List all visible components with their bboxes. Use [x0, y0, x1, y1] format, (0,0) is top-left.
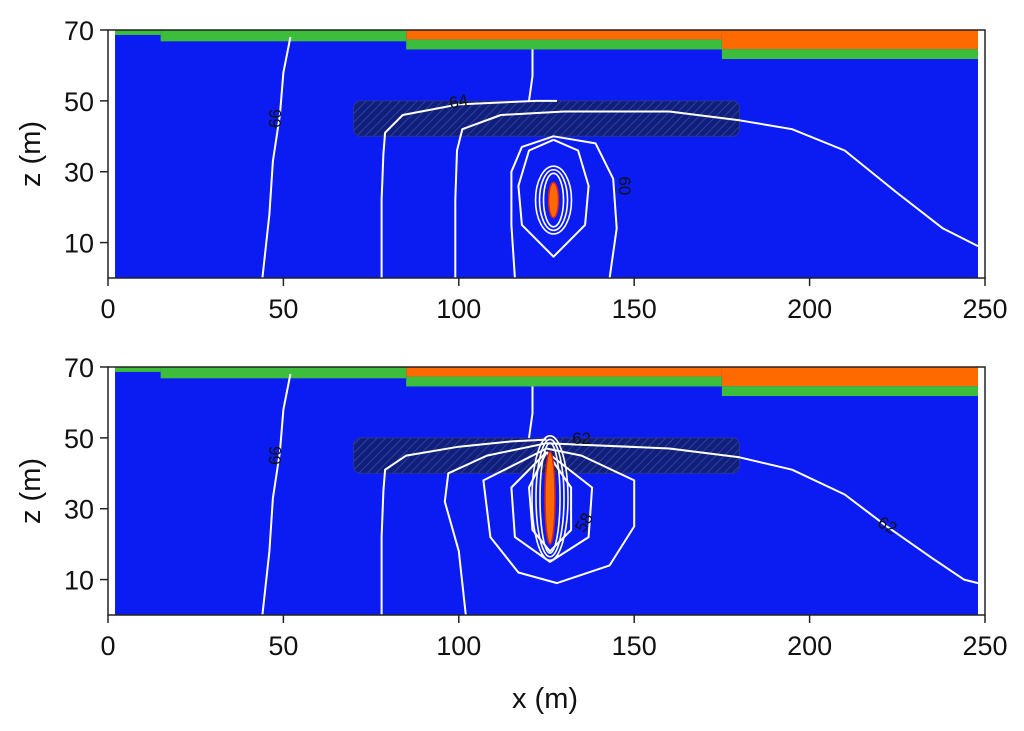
y-tick-label-1: 30	[64, 495, 94, 525]
x-tick-label-3: 150	[612, 631, 657, 661]
hatched-zone	[353, 100, 740, 137]
left-margin	[108, 30, 116, 278]
contour-line-5	[510, 451, 594, 563]
y-tick-label-3: 70	[64, 16, 94, 46]
y-tick-label-0: 10	[64, 566, 94, 596]
contour-line-6	[528, 451, 573, 553]
x-tick-label-2: 100	[436, 294, 481, 324]
orange-layer-1	[721, 30, 978, 50]
x-tick-label-0: 0	[100, 294, 115, 324]
contour-line-4	[482, 447, 636, 585]
green-layer-3	[721, 386, 978, 397]
contour-line-0	[261, 373, 292, 616]
x-tick-label-0: 0	[100, 631, 115, 661]
x-tick-label-3: 150	[612, 294, 657, 324]
x-tick-label-4: 200	[787, 294, 832, 324]
green-layer-2	[406, 376, 722, 387]
y-axis-label: z (m)	[15, 458, 47, 524]
green-layer-1	[160, 30, 407, 42]
green-layer-3	[721, 49, 978, 60]
x-axis-label: x (m)	[512, 683, 578, 715]
plot-frame	[107, 29, 986, 279]
inner-contour-1	[538, 168, 569, 232]
contour-line-0	[261, 36, 292, 279]
top-panel: 66 64 60 0 50 100 150 200 250 10 30 50 70 z (m)	[15, 16, 1008, 324]
contour-line-2	[443, 442, 979, 616]
inner-contour-2	[542, 172, 565, 228]
contour-line-3	[528, 49, 534, 102]
contour-line-1	[380, 99, 557, 278]
green-layer-1	[160, 367, 407, 379]
inner-contour-0	[531, 435, 569, 562]
x-tick-label-1: 50	[268, 631, 298, 661]
contour-label-1: 64	[447, 90, 469, 113]
x-tick-label-1: 50	[268, 294, 298, 324]
plot-frame	[107, 366, 986, 616]
hotspot	[547, 181, 560, 219]
left-margin	[108, 367, 116, 615]
contour-label-0: 66	[266, 109, 286, 129]
y-tick-label-1: 30	[64, 158, 94, 188]
orange-layer-0	[406, 367, 722, 377]
y-tick-label-0: 10	[64, 229, 94, 259]
contour-label-1: 62	[572, 429, 591, 448]
y-axis-label: z (m)	[15, 121, 47, 187]
x-tick-label-2: 100	[436, 631, 481, 661]
x-tick-label-5: 250	[962, 294, 1007, 324]
x-tick-label-4: 200	[787, 631, 832, 661]
inner-contour-1	[535, 438, 565, 558]
x-tick-label-5: 250	[962, 631, 1007, 661]
green-layer-0	[115, 367, 161, 372]
y-tick-label-2: 50	[64, 87, 94, 117]
green-layer-0	[115, 30, 161, 35]
y-tick-label-3: 70	[64, 353, 94, 383]
contour-label-2: 60	[615, 176, 634, 195]
contour-line-1	[380, 438, 547, 615]
contour-label-0: 66	[266, 446, 286, 466]
orange-layer-1	[721, 367, 978, 387]
green-layer-2	[406, 39, 722, 50]
contour-line-5	[517, 138, 590, 258]
orange-layer-0	[406, 30, 722, 40]
inner-contour-0	[534, 165, 573, 235]
contour-line-3	[528, 386, 534, 439]
inner-contour-2	[539, 442, 561, 554]
contour-line-2	[454, 110, 979, 278]
contour-line-4	[510, 135, 618, 279]
hotspot	[544, 451, 556, 545]
y-tick-label-2: 50	[64, 424, 94, 454]
field-area	[115, 30, 978, 278]
